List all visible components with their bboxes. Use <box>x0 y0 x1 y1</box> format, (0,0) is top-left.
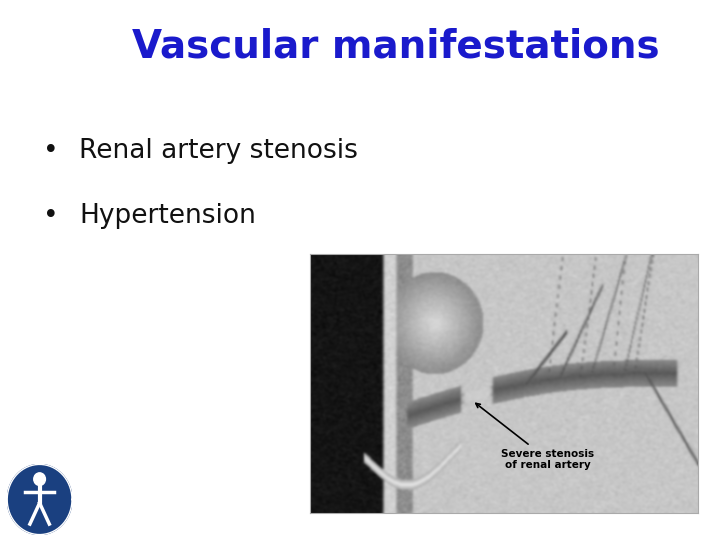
Polygon shape <box>7 464 72 535</box>
Text: Hypertension: Hypertension <box>79 203 256 229</box>
Text: Renal artery stenosis: Renal artery stenosis <box>79 138 358 164</box>
Text: Severe stenosis
of renal artery: Severe stenosis of renal artery <box>476 403 594 470</box>
Circle shape <box>34 473 45 485</box>
Text: Vascular manifestations: Vascular manifestations <box>132 27 660 65</box>
Text: •: • <box>43 203 59 229</box>
Text: •: • <box>43 138 59 164</box>
